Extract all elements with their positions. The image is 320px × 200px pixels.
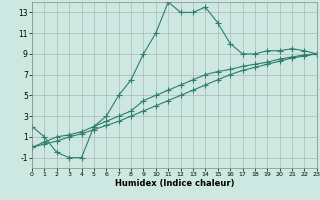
X-axis label: Humidex (Indice chaleur): Humidex (Indice chaleur) (115, 179, 234, 188)
